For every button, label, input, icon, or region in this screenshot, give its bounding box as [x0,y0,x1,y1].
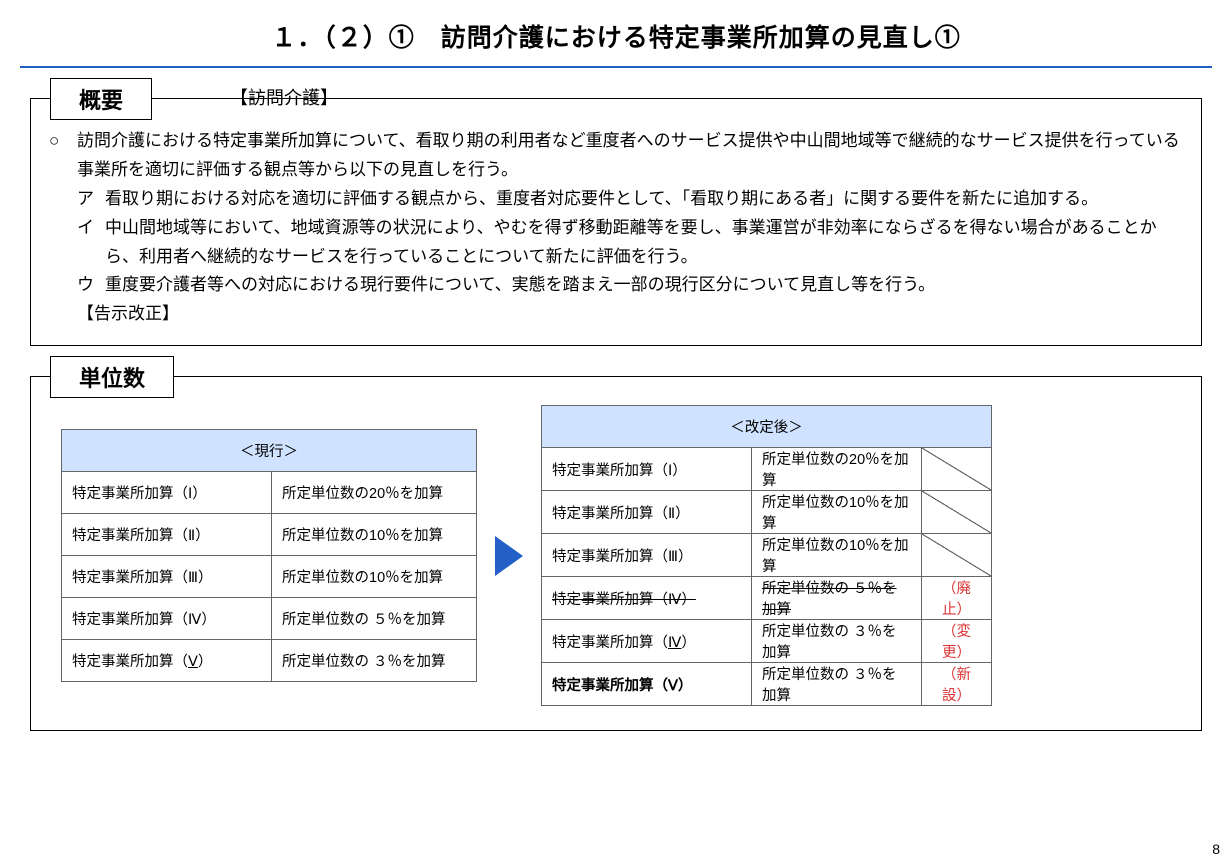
overview-box: ○ 訪問介護における特定事業所加算について、看取り期の利用者など重度者へのサービ… [30,98,1202,346]
table-cell-desc: 所定単位数の ３％を加算 [752,620,922,663]
table-row: 特定事業所加算（Ⅲ）所定単位数の10％を加算 [62,556,477,598]
table-cell-desc: 所定単位数の20％を加算 [752,448,922,491]
table-row: 特定事業所加算（Ⅳ）所定単位数の ３％を加算（変更） [542,620,992,663]
table-cell-status [922,491,992,534]
overview-lead: ○ 訪問介護における特定事業所加算について、看取り期の利用者など重度者へのサービ… [49,127,1183,185]
table-cell-name: 特定事業所加算（Ⅴ） [62,640,272,682]
table-row: 特定事業所加算（Ⅴ）所定単位数の ３％を加算 [62,640,477,682]
current-table: ＜現行＞ 特定事業所加算（Ⅰ）所定単位数の20％を加算特定事業所加算（Ⅱ）所定単… [61,429,477,682]
overview-item-text: 看取り期における対応を適切に評価する観点から、重度者対応要件として、「看取り期に… [105,185,1098,214]
revised-header: ＜改定後＞ [542,406,992,448]
table-cell-desc: 所定単位数の ５％を加算 [272,598,477,640]
overview-section: 概要 【訪問介護】 ○ 訪問介護における特定事業所加算について、看取り期の利用者… [30,98,1202,346]
current-header: ＜現行＞ [62,430,477,472]
overview-label: 概要 [50,78,152,120]
title-bar: １．（２）① 訪問介護における特定事業所加算の見直し① [0,0,1232,66]
table-row: 特定事業所加算（Ⅰ）所定単位数の20％を加算 [542,448,992,491]
table-cell-name: 特定事業所加算（Ⅲ） [542,534,752,577]
page-number: 8 [1212,841,1220,857]
table-row: 特定事業所加算（Ⅰ）所定単位数の20％を加算 [62,472,477,514]
table-cell-desc: 所定単位数の10％を加算 [752,491,922,534]
table-cell-name: 特定事業所加算（Ⅳ） [542,577,752,620]
overview-item: ウ重度要介護者等への対応における現行要件について、実態を踏まえ一部の現行区分につ… [49,271,1183,300]
table-cell-name: 特定事業所加算（Ⅱ） [542,491,752,534]
table-row: 特定事業所加算（Ⅱ）所定単位数の10％を加算 [542,491,992,534]
overview-item-mark: ウ [77,271,105,300]
table-cell-desc: 所定単位数の20％を加算 [272,472,477,514]
table-cell-desc: 所定単位数の10％を加算 [272,556,477,598]
overview-item: イ中山間地域等において、地域資源等の状況により、やむを得ず移動距離等を要し、事業… [49,214,1183,272]
table-cell-status [922,448,992,491]
table-row: 特定事業所加算（Ⅴ）所定単位数の ３％を加算（新設） [542,663,992,706]
table-cell-desc: 所定単位数の10％を加算 [272,514,477,556]
table-cell-name: 特定事業所加算（Ⅲ） [62,556,272,598]
units-section: 単位数 ＜現行＞ 特定事業所加算（Ⅰ）所定単位数の20％を加算特定事業所加算（Ⅱ… [30,376,1202,731]
overview-note: 【告示改正】 [49,300,1183,329]
overview-item-mark: イ [77,214,105,272]
table-cell-name: 特定事業所加算（Ⅰ） [542,448,752,491]
table-cell-name: 特定事業所加算（Ⅰ） [62,472,272,514]
page-title: １．（２）① 訪問介護における特定事業所加算の見直し① [0,18,1232,54]
table-cell-status: （新設） [922,663,992,706]
revised-table: ＜改定後＞ 特定事業所加算（Ⅰ）所定単位数の20％を加算特定事業所加算（Ⅱ）所定… [541,405,992,706]
title-rule [20,66,1212,68]
overview-lead-text: 訪問介護における特定事業所加算について、看取り期の利用者など重度者へのサービス提… [77,127,1183,185]
units-label: 単位数 [50,356,174,398]
overview-item-text: 重度要介護者等への対応における現行要件について、実態を踏まえ一部の現行区分につい… [105,271,935,300]
table-cell-desc: 所定単位数の10％を加算 [752,534,922,577]
table-cell-name: 特定事業所加算（Ⅱ） [62,514,272,556]
table-cell-desc: 所定単位数の ３％を加算 [272,640,477,682]
table-cell-status: （廃止） [922,577,992,620]
bullet-circle: ○ [49,127,77,185]
table-row: 特定事業所加算（Ⅱ）所定単位数の10％を加算 [62,514,477,556]
table-row: 特定事業所加算（Ⅳ）所定単位数の ５％を加算（廃止） [542,577,992,620]
table-cell-desc: 所定単位数の ５％を加算 [752,577,922,620]
overview-item-mark: ア [77,185,105,214]
table-cell-name: 特定事業所加算（Ⅳ） [542,620,752,663]
overview-item: ア看取り期における対応を適切に評価する観点から、重度者対応要件として、「看取り期… [49,185,1183,214]
arrow-right-icon [495,536,523,576]
units-box: ＜現行＞ 特定事業所加算（Ⅰ）所定単位数の20％を加算特定事業所加算（Ⅱ）所定単… [30,376,1202,731]
table-cell-desc: 所定単位数の ３％を加算 [752,663,922,706]
overview-sublabel: 【訪問介護】 [230,84,338,110]
overview-item-text: 中山間地域等において、地域資源等の状況により、やむを得ず移動距離等を要し、事業運… [105,214,1183,272]
table-cell-name: 特定事業所加算（Ⅳ） [62,598,272,640]
table-cell-status: （変更） [922,620,992,663]
table-row: 特定事業所加算（Ⅲ）所定単位数の10％を加算 [542,534,992,577]
table-cell-status [922,534,992,577]
table-cell-name: 特定事業所加算（Ⅴ） [542,663,752,706]
table-row: 特定事業所加算（Ⅳ）所定単位数の ５％を加算 [62,598,477,640]
